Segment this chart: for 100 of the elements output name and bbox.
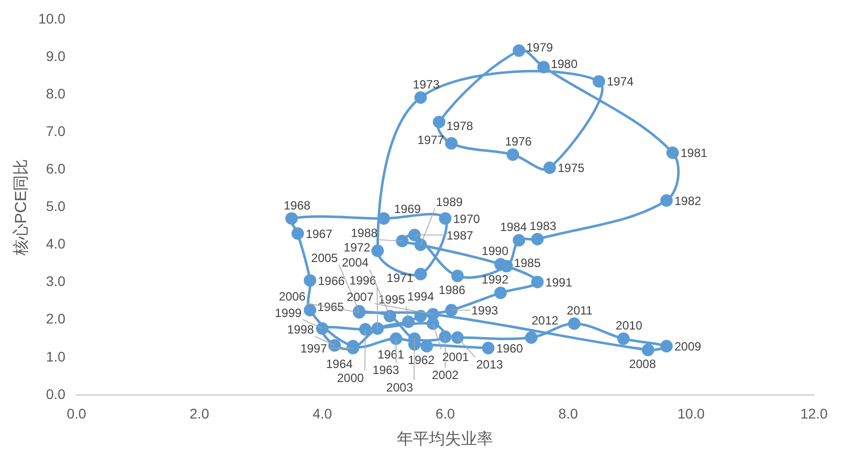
annotation: 1962 (408, 353, 435, 368)
point (451, 270, 464, 282)
annotation: 2004 (342, 256, 369, 270)
point (414, 268, 427, 280)
point (291, 227, 304, 240)
point (426, 308, 440, 320)
annotation: 1961 (377, 348, 404, 362)
point (666, 146, 679, 159)
annotation: 1982 (674, 194, 702, 208)
point (568, 317, 581, 330)
point (531, 232, 544, 246)
y-tick-label: 7.0 (46, 122, 66, 139)
annotation: 1976 (505, 134, 532, 148)
point (660, 340, 673, 352)
annotation: 1987 (446, 228, 474, 242)
point (512, 234, 526, 247)
annotation: 1992 (482, 272, 509, 287)
point (304, 304, 316, 316)
x-tick-label: 4.0 (312, 405, 332, 422)
annotation: 1965 (317, 300, 344, 314)
point (660, 194, 673, 207)
x-tick-label: 8.0 (558, 405, 578, 422)
annotation: 1999 (274, 306, 302, 320)
annotation: 2003 (386, 380, 414, 394)
annotation: 1983 (530, 218, 557, 233)
point (432, 116, 446, 128)
annotation: 2012 (532, 314, 559, 328)
point (494, 286, 507, 300)
annotation: 2002 (432, 368, 459, 382)
annotation: 1997 (300, 341, 328, 356)
annotation: 1971 (386, 270, 414, 285)
annotation: 1990 (482, 244, 509, 258)
point (396, 234, 408, 248)
y-tick-label: 0.0 (46, 386, 66, 402)
annotation: 1985 (514, 256, 541, 270)
point (359, 323, 372, 336)
annotation: 1994 (407, 289, 434, 304)
x-tick-label: 10.0 (677, 405, 705, 422)
y-axis-title: 核心PCE同比 (12, 158, 30, 257)
y-tick-label: 5.0 (46, 198, 66, 214)
annotation: 1977 (417, 133, 444, 148)
point (445, 137, 458, 150)
annotation: 1998 (287, 322, 314, 337)
annotation: 1986 (438, 282, 466, 297)
x-axis-title: 年平均失业率 (397, 430, 494, 448)
point (414, 310, 427, 322)
point (285, 212, 298, 225)
annotation: 1975 (558, 161, 585, 176)
point (512, 44, 526, 57)
annotation: 1973 (412, 77, 440, 92)
y-tick-label: 1.0 (46, 348, 66, 364)
point (482, 342, 494, 354)
y-tick-label: 8.0 (46, 85, 66, 102)
point (451, 331, 464, 344)
annotation: 2006 (278, 290, 306, 304)
point (402, 316, 415, 328)
annotation: 2007 (346, 290, 374, 304)
point (525, 331, 538, 344)
annotation: 1993 (471, 303, 498, 318)
point (592, 75, 606, 88)
annotation: 1966 (318, 274, 346, 288)
x-tick-label: 0.0 (66, 405, 86, 422)
annotation: 1972 (344, 240, 371, 254)
point (408, 228, 421, 242)
annotation: 1964 (326, 356, 354, 371)
y-tick-label: 4.0 (46, 236, 66, 252)
annotation: 1974 (606, 74, 634, 89)
point (543, 162, 556, 174)
point (531, 276, 544, 288)
annotation: 1978 (446, 118, 474, 133)
point (316, 322, 329, 335)
y-tick-label: 2.0 (46, 310, 66, 327)
point (304, 274, 316, 287)
x-tick-label: 12.0 (800, 405, 828, 422)
point (445, 304, 458, 316)
y-tick-label: 3.0 (46, 273, 66, 290)
annotation: 1960 (496, 341, 524, 356)
annotation: 1995 (378, 292, 406, 307)
point (506, 148, 520, 161)
annotation: 1996 (349, 274, 376, 288)
point (537, 60, 550, 74)
y-tick-label: 9.0 (46, 48, 66, 64)
annotation: 2000 (337, 370, 364, 385)
annotation: 2010 (616, 318, 643, 332)
point (371, 244, 384, 258)
y-tick-label: 6.0 (46, 160, 66, 176)
annotation: 1980 (550, 56, 578, 71)
y-tick-label: 10.0 (38, 10, 66, 26)
point (384, 310, 396, 322)
point (494, 258, 507, 271)
annotation: 1979 (526, 40, 554, 54)
annotation: 1970 (453, 212, 480, 226)
annotation: 1984 (500, 220, 528, 234)
annotation: 2008 (629, 356, 656, 371)
annotation: 1981 (680, 146, 708, 160)
point (438, 330, 452, 344)
annotation: 1969 (394, 202, 422, 216)
annotation: 2001 (442, 350, 470, 364)
annotation: 2013 (476, 358, 504, 372)
point (414, 238, 427, 252)
